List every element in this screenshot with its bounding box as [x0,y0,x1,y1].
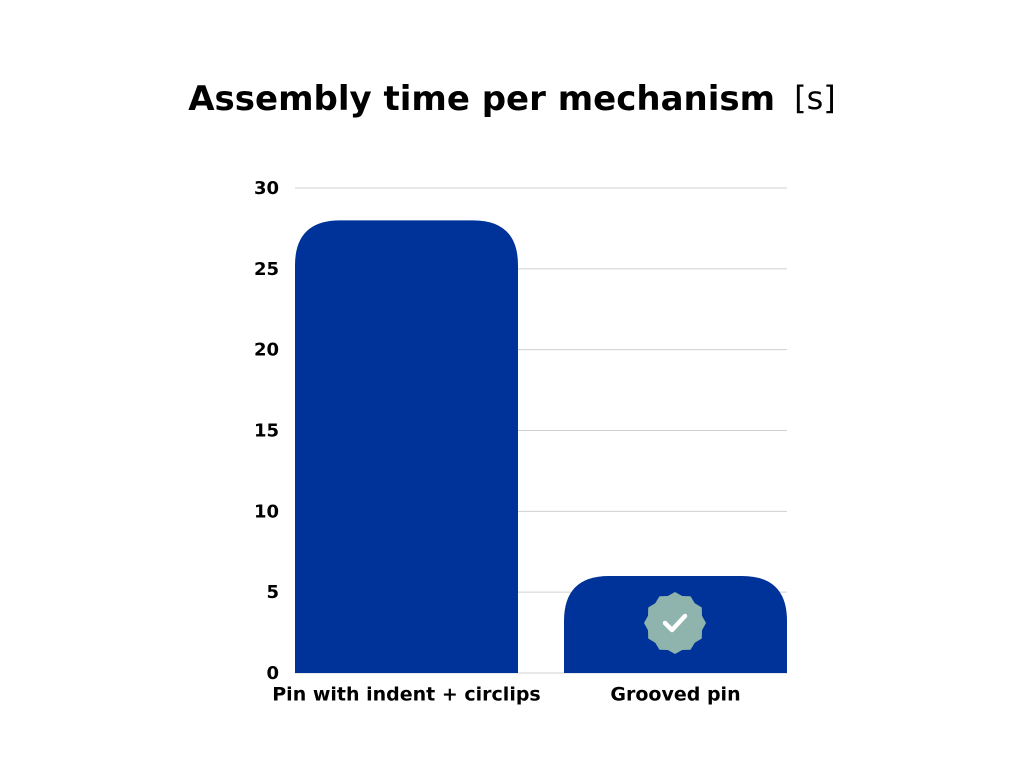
chart-title-group: Assembly time per mechanism [s] [188,79,836,119]
y-tick-label: 15 [254,421,279,442]
check-icon [662,613,688,633]
y-tick-label: 5 [266,582,279,603]
bar [295,220,518,674]
x-tick-label: Pin with indent + circlips [272,684,541,706]
y-tick-label: 25 [254,259,279,280]
y-tick-label: 0 [266,663,279,684]
check-badge [644,592,706,654]
chart-title: Assembly time per mechanism [188,79,775,119]
x-tick-label: Grooved pin [610,684,740,706]
y-tick-label: 30 [254,178,279,199]
badge-shape [644,592,706,654]
y-tick-label: 20 [254,340,279,361]
unit-label: [s] [794,79,836,117]
y-tick-label: 10 [254,501,279,522]
